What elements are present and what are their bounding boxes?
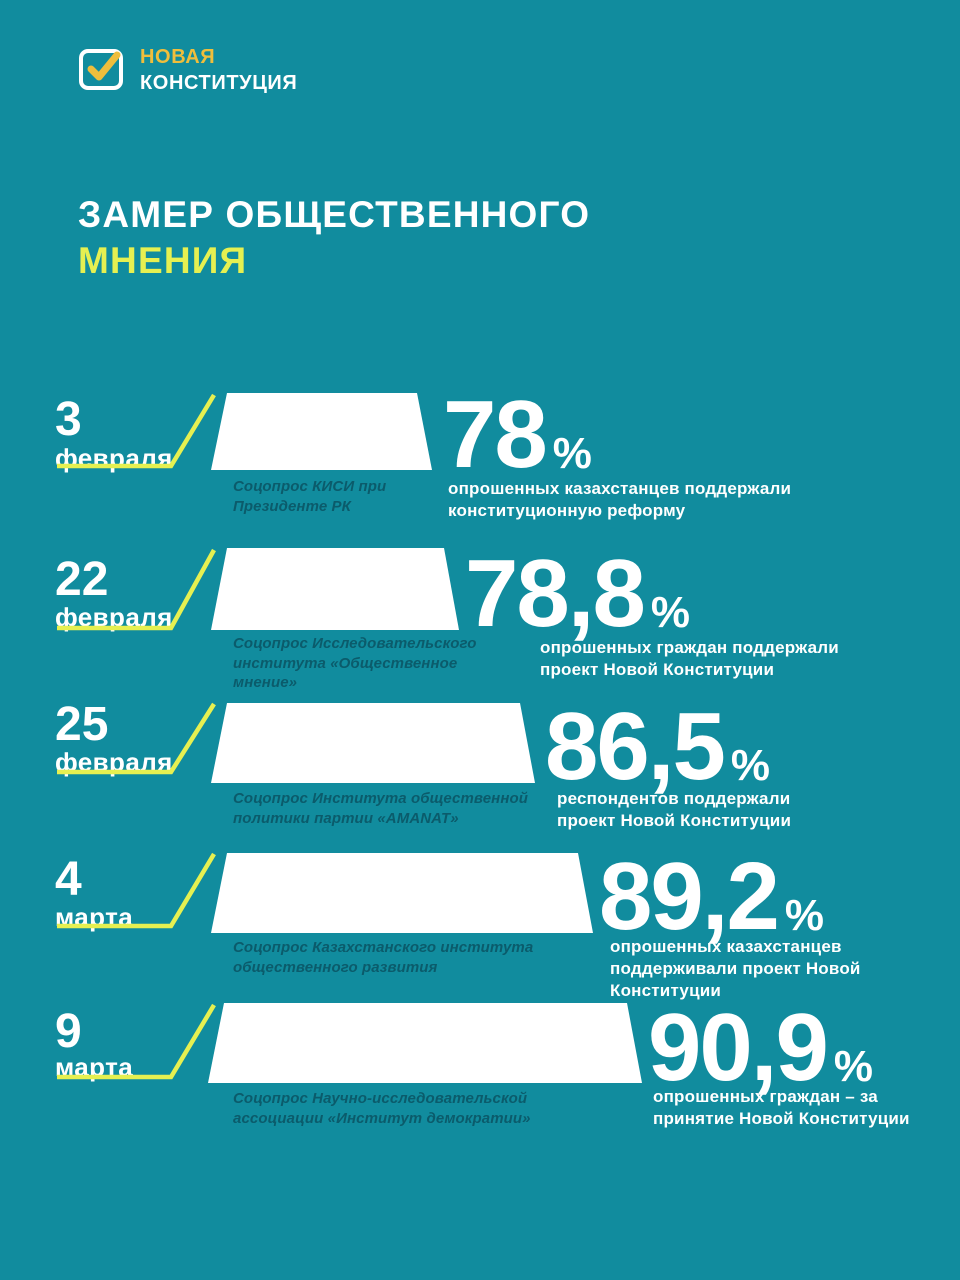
poll-bar [211, 853, 593, 933]
poll-value: 89,2 % [599, 843, 824, 950]
poll-source: Соцопрос Казахстанского института общест… [233, 939, 534, 976]
poll-value-number: 90,9 [648, 994, 829, 1101]
date-number: 25 [55, 698, 109, 751]
poll-desc: опрошенных граждан – за принятие Новой К… [653, 1087, 910, 1129]
poll-desc: опрошенных казахстанцев поддерживали про… [610, 937, 861, 1001]
poll-desc: опрошенных казахстанцев поддержали конст… [448, 479, 792, 521]
connector-line [57, 852, 216, 929]
page-title-line2: МНЕНИЯ [78, 240, 248, 281]
date-number: 22 [55, 553, 109, 606]
poll-value: 78,8 % [465, 540, 690, 647]
poll-source: Соцопрос Исследовательского института «О… [233, 635, 477, 691]
logo: НОВАЯ КОНСТИТУЦИЯ [78, 44, 297, 95]
percent-sign: % [552, 428, 592, 478]
poll-bar [211, 703, 535, 783]
poll-value: 78 % [443, 381, 592, 488]
logo-checkbox-icon [79, 49, 123, 90]
connector-line [57, 548, 216, 631]
logo-line2: КОНСТИТУЦИЯ [140, 72, 298, 94]
percent-sign: % [730, 740, 770, 790]
connector-line [57, 393, 216, 469]
date-number: 3 [55, 393, 82, 446]
date-month: февраля [55, 602, 173, 632]
poll-source: Соцопрос Института общественной политики… [233, 790, 528, 827]
connector-line [57, 702, 216, 775]
poll-bar [208, 1003, 642, 1083]
date-number: 4 [55, 853, 82, 906]
poll-value-number: 89,2 [599, 843, 780, 950]
logo-text: НОВАЯ КОНСТИТУЦИЯ [140, 46, 297, 95]
poll-source: Соцопрос КИСИ при Президенте РК [233, 478, 387, 515]
page-title-line1: ЗАМЕР ОБЩЕСТВЕННОГО [78, 194, 591, 235]
date-number: 9 [55, 1005, 82, 1058]
poll-bar [211, 393, 432, 470]
percent-sign: % [650, 587, 690, 637]
poll-value-number: 78 [443, 381, 548, 488]
poll-source: Соцопрос Научно-исследовательской ассоци… [233, 1090, 531, 1127]
poll-value-number: 78,8 [465, 540, 646, 647]
logo-line1: НОВАЯ [140, 46, 216, 68]
connector-line [57, 1003, 216, 1080]
poll-value-number: 86,5 [545, 693, 726, 800]
poll-bar [211, 548, 459, 630]
percent-sign: % [784, 890, 824, 940]
poll-desc: респондентов поддержали проект Новой Кон… [557, 789, 792, 831]
poll-value: 86,5 % [545, 693, 770, 800]
poll-value: 90,9 % [648, 994, 873, 1101]
percent-sign: % [833, 1041, 873, 1091]
poll-desc: опрошенных граждан поддержали проект Нов… [540, 638, 839, 680]
